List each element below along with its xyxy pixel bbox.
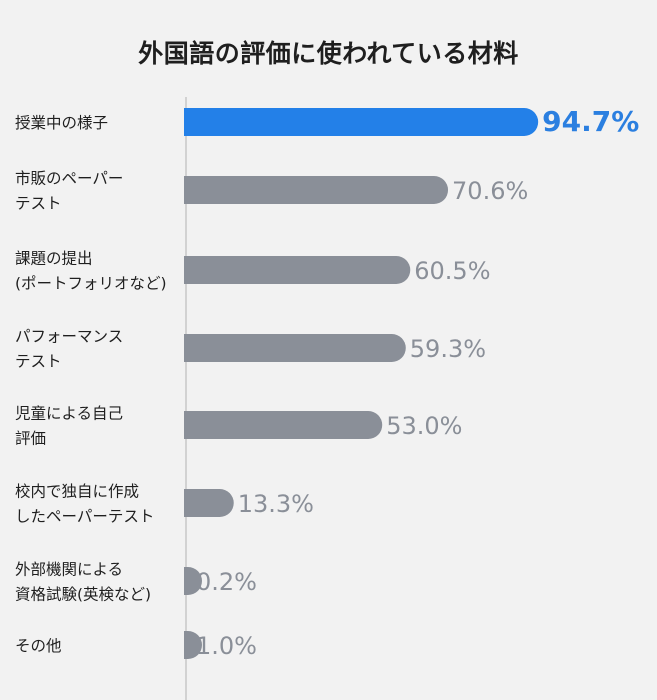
value-label-5: 13.3% bbox=[238, 490, 314, 518]
value-label-4: 53.0% bbox=[386, 412, 462, 440]
value-label-2: 60.5% bbox=[414, 257, 490, 285]
value-label-0: 94.7% bbox=[542, 105, 639, 138]
bar-6 bbox=[184, 567, 202, 595]
category-label-4-line-1: 評価 bbox=[15, 430, 46, 448]
category-label-5-line-0: 校内で独自に作成 bbox=[15, 483, 139, 501]
bar-5 bbox=[184, 489, 234, 517]
category-label-5-line-1: したペーパーテスト bbox=[15, 508, 154, 526]
bar-7 bbox=[184, 631, 202, 659]
category-label-1-line-1: テスト bbox=[15, 195, 62, 213]
bar-3 bbox=[184, 334, 406, 362]
category-label-2-line-1: (ポートフォリオなど) bbox=[15, 275, 167, 293]
category-label-6-line-1: 資格試験(英検など) bbox=[15, 586, 151, 604]
category-label-3-line-1: テスト bbox=[15, 353, 62, 371]
category-label-6-line-0: 外部機関による bbox=[15, 561, 123, 579]
bar-0 bbox=[184, 108, 539, 136]
category-label-2-line-0: 課題の提出 bbox=[15, 250, 93, 268]
value-label-7: 1.0% bbox=[196, 632, 257, 660]
category-label-3-line-0: パフォーマンス bbox=[15, 328, 123, 346]
chart-title: 外国語の評価に使われている材料 bbox=[138, 39, 519, 68]
category-label-1-line-0: 市販のペーパー bbox=[15, 170, 123, 188]
value-label-6: 0.2% bbox=[196, 568, 257, 596]
value-label-1: 70.6% bbox=[452, 177, 528, 205]
category-label-0: 授業中の様子 bbox=[15, 114, 108, 132]
bar-4 bbox=[184, 411, 383, 439]
bar-2 bbox=[184, 256, 411, 284]
bar-1 bbox=[184, 176, 449, 204]
category-label-4-line-0: 児童による自己 bbox=[15, 404, 123, 423]
value-label-3: 59.3% bbox=[410, 335, 486, 363]
category-label-7: その他 bbox=[15, 637, 62, 655]
